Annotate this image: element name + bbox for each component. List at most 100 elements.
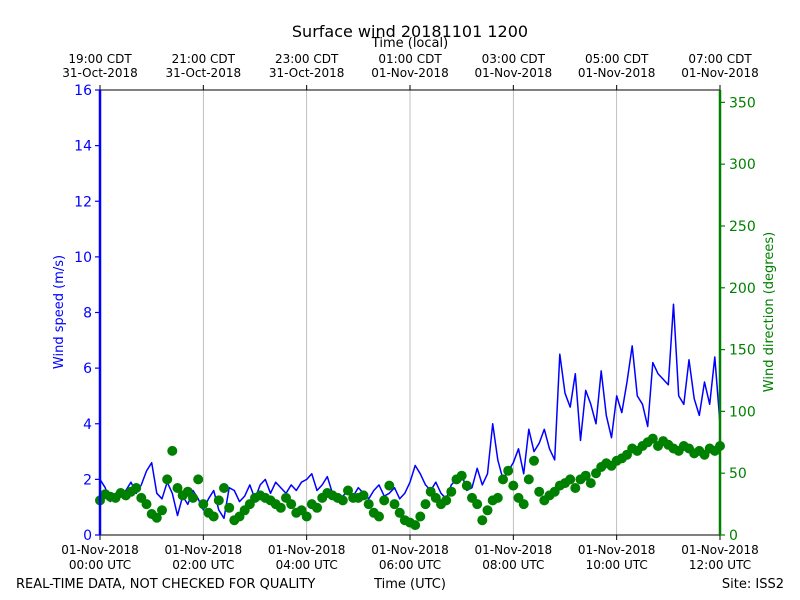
wind-direction-point (384, 480, 395, 491)
bottom-tick-time: 06:00 UTC (379, 558, 441, 572)
top-tick-time: 23:00 CDT (275, 52, 339, 66)
wind-direction-point (482, 505, 493, 516)
wind-direction-point (208, 511, 219, 522)
footer-site: Site: ISS2 (722, 577, 784, 592)
wind-direction-point (374, 511, 384, 522)
wind-direction-point (446, 486, 457, 497)
wind-direction-point (141, 499, 152, 510)
wind-direction-point (162, 474, 173, 485)
wind-direction-point (523, 474, 534, 485)
wind-speed-series (99, 303, 721, 520)
top-tick-date: 31-Oct-2018 (62, 66, 138, 80)
wind-direction-point (286, 499, 297, 510)
top-tick-date: 01-Nov-2018 (371, 66, 449, 80)
wind-direction-point (363, 499, 374, 510)
bottom-tick-time: 04:00 UTC (276, 558, 338, 572)
bottom-tick-date: 01-Nov-2018 (371, 543, 449, 557)
wind-direction-point (167, 445, 178, 456)
left-axis-ticks: 0 2 4 6 8 10 12 14 16 (74, 83, 100, 544)
wind-direction-point (415, 511, 426, 522)
right-tick-label: 0 (729, 528, 738, 544)
wind-direction-series (95, 433, 725, 531)
left-axis-label: Wind speed (m/s) (52, 255, 67, 369)
top-tick-time: 21:00 CDT (172, 52, 236, 66)
top-tick-date: 31-Oct-2018 (166, 66, 242, 80)
wind-direction-point (503, 465, 514, 476)
top-tick-date: 01-Nov-2018 (578, 66, 656, 80)
top-tick-time: 03:00 CDT (482, 52, 546, 66)
wind-direction-point (312, 502, 322, 513)
chart-title: Surface wind 20181101 1200 (292, 22, 528, 41)
left-tick-label: 14 (74, 139, 92, 155)
wind-direction-point (275, 502, 286, 513)
wind-direction-point (337, 495, 348, 506)
top-tick-time: 19:00 CDT (68, 52, 132, 66)
wind-direction-point (580, 470, 591, 481)
top-tick-date: 01-Nov-2018 (475, 66, 553, 80)
right-tick-label: 200 (729, 281, 756, 297)
wind-direction-point (498, 474, 508, 485)
wind-direction-point (379, 495, 390, 506)
wind-direction-point (131, 483, 142, 493)
wind-direction-point (585, 478, 596, 489)
wind-direction-point (456, 470, 467, 481)
wind-direction-point (389, 499, 400, 510)
wind-direction-point (394, 507, 405, 518)
left-tick-label: 6 (83, 361, 92, 377)
wind-speed-line (99, 303, 721, 520)
bottom-axis-label: Time (UTC) (373, 577, 446, 592)
wind-direction-point (565, 474, 576, 485)
top-tick-date: 01-Nov-2018 (681, 66, 759, 80)
top-axis-label: Time (local) (371, 36, 448, 51)
wind-direction-point (188, 492, 198, 503)
top-tick-date: 31-Oct-2018 (269, 66, 345, 80)
bottom-tick-date: 01-Nov-2018 (61, 543, 139, 557)
bottom-tick-time: 02:00 UTC (172, 558, 234, 572)
bottom-tick-date: 01-Nov-2018 (475, 543, 553, 557)
wind-direction-point (358, 490, 369, 501)
wind-direction-point (410, 520, 421, 531)
wind-direction-point (198, 499, 209, 510)
wind-direction-point (529, 455, 539, 466)
wind-direction-point (151, 512, 162, 523)
wind-direction-point (193, 474, 204, 485)
right-tick-label: 350 (729, 95, 756, 111)
right-tick-label: 100 (729, 404, 756, 420)
wind-direction-point (508, 480, 519, 491)
bottom-tick-time: 08:00 UTC (482, 558, 544, 572)
bottom-tick-time: 10:00 UTC (586, 558, 648, 572)
footer-quality-note: REAL-TIME DATA, NOT CHECKED FOR QUALITY (16, 577, 315, 592)
wind-direction-point (570, 483, 581, 493)
right-axis-label: Wind direction (degrees) (762, 232, 777, 392)
top-tick-time: 01:00 CDT (378, 52, 442, 66)
left-tick-label: 10 (74, 250, 92, 266)
right-axis-ticks: 0 50 100 150 200 250 300 350 (720, 95, 756, 544)
wind-direction-point (492, 492, 503, 503)
wind-direction-point (518, 499, 529, 510)
right-tick-label: 250 (729, 219, 756, 235)
left-tick-label: 2 (83, 472, 92, 488)
left-tick-label: 16 (74, 83, 92, 99)
wind-direction-point (301, 511, 312, 522)
bottom-tick-time: 12:00 UTC (689, 558, 751, 572)
wind-direction-point (461, 480, 472, 491)
top-tick-time: 07:00 CDT (688, 52, 752, 66)
wind-direction-point (647, 433, 658, 444)
wind-direction-point (472, 499, 483, 510)
right-tick-label: 150 (729, 343, 756, 359)
bottom-tick-date: 01-Nov-2018 (578, 543, 656, 557)
left-tick-label: 0 (83, 528, 92, 544)
left-tick-label: 4 (83, 417, 92, 433)
wind-direction-point (441, 495, 452, 506)
bottom-tick-date: 01-Nov-2018 (268, 543, 346, 557)
right-tick-label: 300 (729, 157, 756, 173)
wind-direction-point (213, 495, 224, 506)
wind-direction-point (420, 499, 431, 510)
right-tick-label: 50 (729, 466, 747, 482)
wind-direction-point (224, 502, 235, 513)
top-tick-time: 05:00 CDT (585, 52, 649, 66)
